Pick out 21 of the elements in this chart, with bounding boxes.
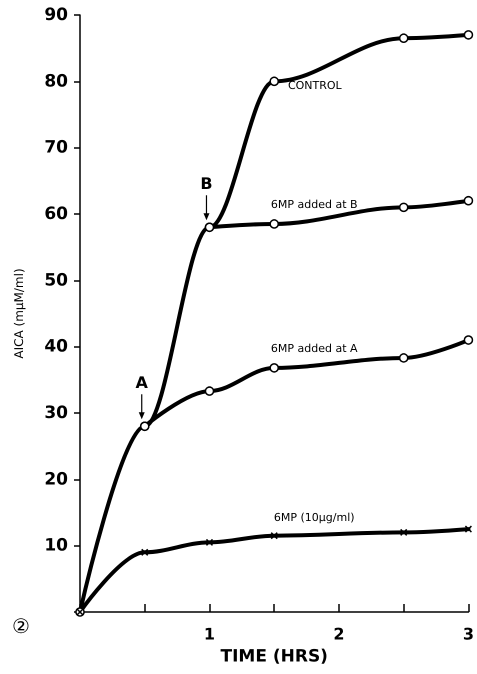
y-tick-label: 30 <box>44 403 68 423</box>
y-tick-label: 40 <box>44 336 68 357</box>
text: ② <box>12 614 30 638</box>
series-label: 6MP (10μg/ml) <box>274 510 355 524</box>
x-tick-label: 2 <box>333 624 345 644</box>
series-label: 6MP added at B <box>270 198 358 212</box>
y-tick-label: 10 <box>44 536 68 556</box>
y-tick-label: 90 <box>44 5 68 25</box>
series-label: CONTROL <box>288 78 343 92</box>
annotation: A <box>136 372 149 392</box>
annotation: B <box>200 174 213 193</box>
y-tick-label: 20 <box>44 469 68 490</box>
y-tick-label: 60 <box>44 204 68 224</box>
x-axis-title: TIME (HRS) <box>220 646 328 666</box>
y-tick-label: 80 <box>44 71 68 92</box>
y-tick-label: 70 <box>44 138 68 158</box>
series-label: 6MP added at A <box>270 342 358 356</box>
y-axis-title: AICA (mμM/ml) <box>12 268 26 359</box>
y-tick-label: 50 <box>44 270 68 290</box>
x-tick-label: 1 <box>204 624 216 644</box>
x-tick-label: 3 <box>462 624 474 644</box>
